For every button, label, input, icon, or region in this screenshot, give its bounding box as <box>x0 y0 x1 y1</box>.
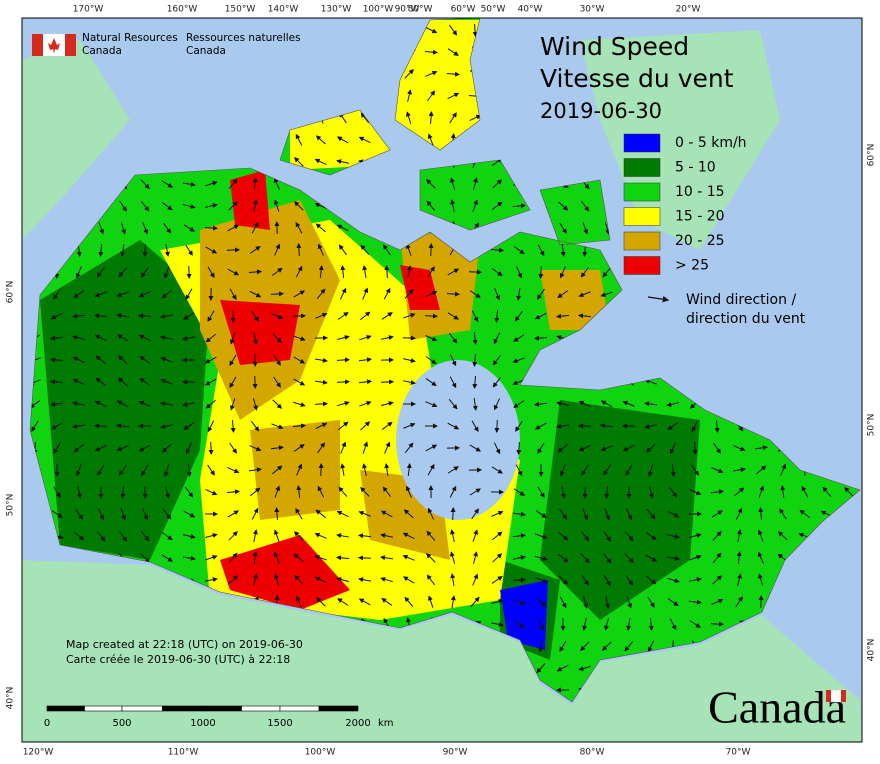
latitude-label: 50°N <box>867 414 877 437</box>
latitude-label: 50°N <box>6 494 16 517</box>
longitude-label: 160°W <box>167 5 198 15</box>
longitude-label: 100°W <box>305 748 336 758</box>
legend-label: Wind direction / <box>686 292 796 308</box>
credit: Carte créée le 2019-06-30 (UTC) à 22:18 <box>66 653 290 666</box>
legend-swatch <box>624 208 660 226</box>
wind-arrow <box>321 464 322 476</box>
longitude-label: 90°W <box>443 748 468 758</box>
wordmark-flag-bar <box>841 690 846 702</box>
wind-arrow <box>299 244 300 256</box>
hudson-bay <box>396 360 520 520</box>
org-name: Ressources naturelles <box>186 32 301 44</box>
legend-label: 5 - 10 <box>675 160 716 176</box>
wind-arrow <box>403 338 415 339</box>
scale-label: 1000 <box>190 718 215 729</box>
longitude-label: 100°W <box>363 5 394 15</box>
longitude-label: 30°W <box>580 5 605 15</box>
wind-arrow <box>497 420 498 432</box>
legend-label: direction du vent <box>686 311 806 327</box>
longitude-label: 130°W <box>321 5 352 15</box>
scale-segment <box>85 706 123 711</box>
scale-label: 1500 <box>267 718 292 729</box>
scale-label: 500 <box>112 718 131 729</box>
latitude-label: 60°N <box>6 281 16 304</box>
date: 2019-06-30 <box>540 99 662 123</box>
wind-arrow <box>95 426 107 427</box>
wind-arrow <box>579 426 591 427</box>
wind-arrow <box>695 442 696 454</box>
longitude-label: 70°W <box>726 748 751 758</box>
legend-swatch <box>624 257 660 275</box>
longitude-label: 80°W <box>408 5 433 15</box>
longitude-label: 170°W <box>73 5 104 15</box>
legend-label: > 25 <box>675 258 709 274</box>
wind-arrow <box>227 250 239 251</box>
longitude-label: 20°W <box>676 5 701 15</box>
credit: Map created at 22:18 (UTC) on 2019-06-30 <box>66 638 303 651</box>
legend-swatch <box>624 159 660 177</box>
wind-arrow <box>469 272 481 273</box>
wind-arrow <box>447 294 459 295</box>
scale-segment <box>280 706 319 711</box>
scale-segment <box>319 706 358 711</box>
flag-bar <box>32 34 43 56</box>
scale-segment <box>163 706 204 711</box>
wind-arrow <box>431 244 432 256</box>
flag-bar <box>65 34 76 56</box>
longitude-label: 110°W <box>168 748 199 758</box>
wind-arrow <box>453 508 454 520</box>
legend-swatch <box>624 183 660 201</box>
legend-swatch <box>624 134 660 152</box>
scale-segment <box>47 706 85 711</box>
longitude-label: 80°W <box>580 748 605 758</box>
scale-label: 0 <box>44 718 50 729</box>
scale-segment <box>122 706 163 711</box>
title: Vitesse du vent <box>540 64 734 93</box>
longitude-label: 150°W <box>225 5 256 15</box>
wordmark-flag-bar <box>826 690 831 702</box>
scale-unit: km <box>378 718 394 729</box>
title: Wind Speed <box>540 32 689 61</box>
org-name: Natural Resources <box>82 32 178 44</box>
latitude-label: 40°N <box>6 687 16 710</box>
latitude-label: 60°N <box>867 144 877 167</box>
longitude-label: 60°W <box>451 5 476 15</box>
legend-label: 0 - 5 km/h <box>675 135 747 151</box>
org-name: Canada <box>186 45 226 57</box>
legend-label: 10 - 15 <box>675 184 725 200</box>
scale-segment <box>203 706 242 711</box>
scale-segment <box>242 706 281 711</box>
wordmark: Canada <box>708 682 846 733</box>
longitude-label: 120°W <box>23 748 54 758</box>
longitude-label: 40°W <box>518 5 543 15</box>
legend-swatch <box>624 232 660 250</box>
legend-label: 15 - 20 <box>675 209 725 225</box>
latitude-label: 40°N <box>867 639 877 662</box>
longitude-label: 50°W <box>481 5 506 15</box>
wind-arrow <box>359 558 371 559</box>
wind-arrow <box>255 376 256 388</box>
longitude-label: 140°W <box>268 5 299 15</box>
legend-label: 20 - 25 <box>675 233 725 249</box>
wind-arrow <box>337 360 349 361</box>
scale-label: 2000 <box>345 718 370 729</box>
org-name: Canada <box>82 45 122 57</box>
